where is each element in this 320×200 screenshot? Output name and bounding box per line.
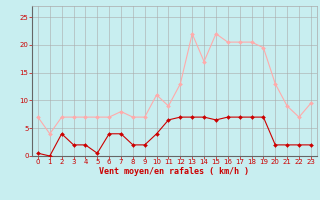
X-axis label: Vent moyen/en rafales ( km/h ): Vent moyen/en rafales ( km/h ) <box>100 167 249 176</box>
